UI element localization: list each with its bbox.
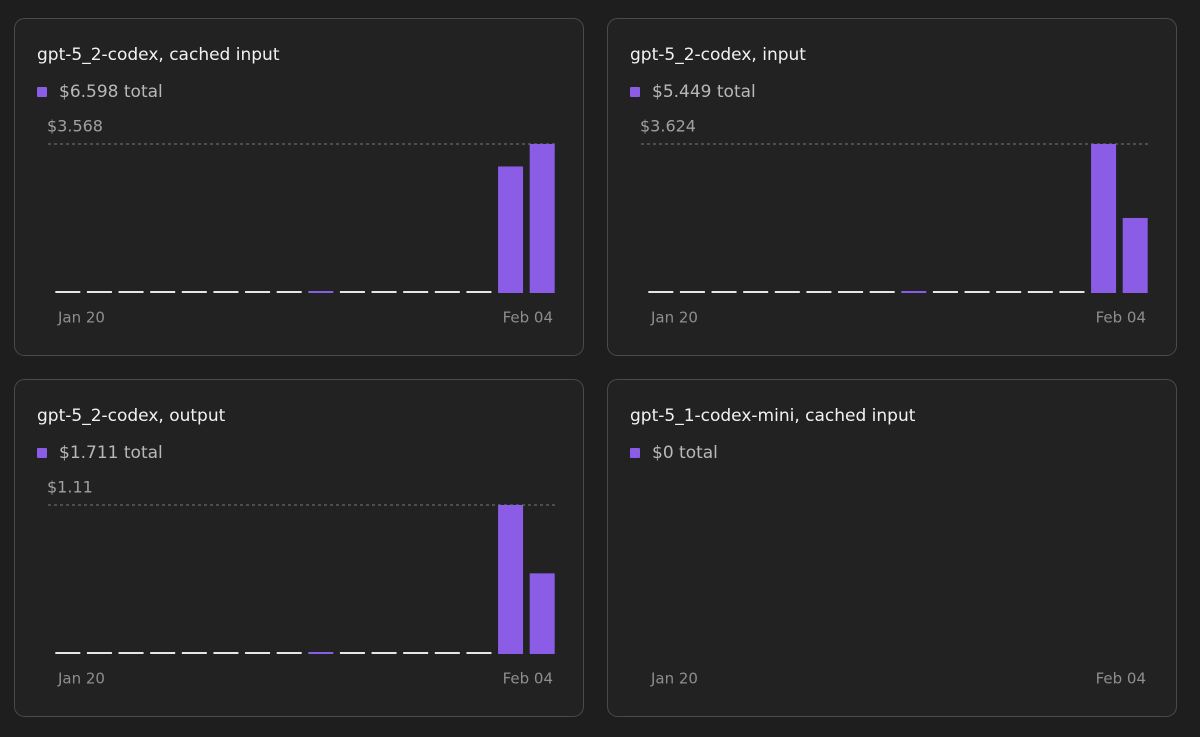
empty-day bbox=[466, 652, 492, 654]
empty-day bbox=[371, 291, 397, 293]
bar bbox=[498, 505, 524, 654]
card-title: gpt-5_2-codex, cached input bbox=[37, 45, 280, 65]
legend-total: $1.711 total bbox=[59, 443, 163, 463]
empty-day bbox=[679, 291, 705, 293]
x-tick-label: Feb 04 bbox=[503, 309, 553, 327]
empty-day bbox=[55, 291, 81, 293]
card-title: gpt-5_1-codex-mini, cached input bbox=[630, 406, 916, 426]
y-tick-label: $3.624 bbox=[640, 117, 696, 136]
x-tick-label: Jan 20 bbox=[650, 670, 698, 688]
empty-day bbox=[806, 291, 832, 293]
empty-day bbox=[55, 652, 81, 654]
empty-day bbox=[150, 291, 176, 293]
y-tick-label: $3.568 bbox=[47, 117, 103, 136]
empty-day bbox=[118, 652, 144, 654]
legend-swatch bbox=[37, 448, 47, 458]
empty-day bbox=[86, 291, 112, 293]
empty-day bbox=[434, 652, 460, 654]
card bbox=[14, 18, 584, 356]
card bbox=[14, 379, 584, 717]
card bbox=[607, 379, 1177, 717]
empty-day bbox=[245, 652, 271, 654]
card-title: gpt-5_2-codex, input bbox=[630, 45, 806, 65]
empty-day bbox=[339, 652, 365, 654]
bar bbox=[1122, 217, 1148, 293]
empty-day bbox=[86, 652, 112, 654]
empty-day bbox=[403, 291, 429, 293]
x-tick-label: Jan 20 bbox=[57, 309, 105, 327]
empty-day bbox=[996, 291, 1022, 293]
empty-day bbox=[181, 652, 207, 654]
empty-day bbox=[276, 291, 302, 293]
legend-swatch bbox=[630, 87, 640, 97]
empty-day bbox=[371, 652, 397, 654]
empty-day bbox=[838, 291, 864, 293]
empty-day bbox=[1059, 291, 1085, 293]
empty-day bbox=[150, 652, 176, 654]
empty-day bbox=[245, 291, 271, 293]
empty-day bbox=[774, 291, 800, 293]
empty-day bbox=[213, 291, 239, 293]
chart-card: gpt-5_2-codex, cached input $6.598 total $… bbox=[14, 18, 584, 356]
card bbox=[607, 18, 1177, 356]
empty-day bbox=[276, 652, 302, 654]
x-tick-label: Jan 20 bbox=[57, 670, 105, 688]
x-tick-label: Feb 04 bbox=[1096, 670, 1146, 688]
empty-day bbox=[118, 291, 144, 293]
legend-total: $6.598 total bbox=[59, 82, 163, 102]
empty-day bbox=[434, 291, 460, 293]
bar bbox=[308, 652, 334, 654]
legend-total: $5.449 total bbox=[652, 82, 756, 102]
x-tick-label: Feb 04 bbox=[503, 670, 553, 688]
x-tick-label: Jan 20 bbox=[650, 309, 698, 327]
empty-day bbox=[466, 291, 492, 293]
empty-day bbox=[339, 291, 365, 293]
bar bbox=[529, 144, 555, 293]
empty-day bbox=[711, 291, 737, 293]
empty-day bbox=[743, 291, 769, 293]
y-tick-label: $1.11 bbox=[47, 478, 93, 497]
empty-day bbox=[181, 291, 207, 293]
bar bbox=[498, 166, 524, 293]
legend-swatch bbox=[630, 448, 640, 458]
bar bbox=[308, 291, 334, 293]
empty-day bbox=[648, 291, 674, 293]
x-tick-label: Feb 04 bbox=[1096, 309, 1146, 327]
card-title: gpt-5_2-codex, output bbox=[37, 406, 226, 426]
empty-day bbox=[403, 652, 429, 654]
chart-card: gpt-5_1-codex-mini, cached input $0 total… bbox=[607, 379, 1177, 717]
empty-day bbox=[213, 652, 239, 654]
empty-day bbox=[964, 291, 990, 293]
bar bbox=[1091, 144, 1117, 293]
bar bbox=[529, 573, 555, 654]
empty-day bbox=[932, 291, 958, 293]
empty-day bbox=[869, 291, 895, 293]
chart-card: gpt-5_2-codex, output $1.711 total $1.11 Ja… bbox=[14, 379, 584, 717]
bar bbox=[901, 291, 927, 293]
empty-day bbox=[1027, 291, 1053, 293]
chart-card: gpt-5_2-codex, input $5.449 total $3.624 Ja… bbox=[607, 18, 1177, 356]
legend-total: $0 total bbox=[652, 443, 718, 463]
legend-swatch bbox=[37, 87, 47, 97]
